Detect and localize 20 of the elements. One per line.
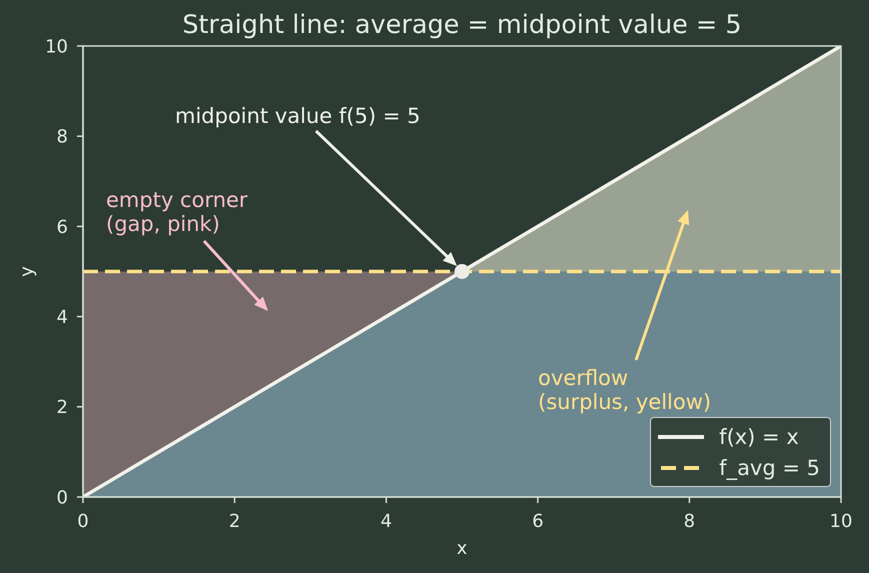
y-tick-label: 8: [56, 126, 68, 148]
x-tick-label: 8: [684, 510, 696, 532]
x-tick-label: 2: [228, 510, 240, 532]
chart-title: Straight line: average = midpoint value = 5: [182, 10, 742, 40]
x-tick-label: 10: [830, 510, 852, 532]
x-tick-label: 0: [77, 510, 89, 532]
y-tick-label: 0: [56, 487, 68, 508]
y-tick-label: 10: [45, 36, 68, 58]
annotation: midpoint value f(5) = 5: [175, 104, 420, 128]
x-axis-title: x: [456, 538, 468, 559]
annotation: overflow (surplus, yellow): [538, 366, 712, 414]
y-tick-label: 2: [56, 397, 68, 418]
legend-label: f_avg = 5: [719, 456, 820, 480]
annotation: empty corner (gap, pink): [106, 188, 248, 236]
y-tick-label: 4: [56, 306, 68, 328]
y-axis-title: y: [16, 266, 38, 277]
x-tick-label: 6: [532, 510, 544, 532]
y-tick-label: 6: [56, 216, 68, 238]
legend-label: f(x) = x: [719, 424, 799, 448]
x-tick-label: 4: [380, 510, 392, 532]
